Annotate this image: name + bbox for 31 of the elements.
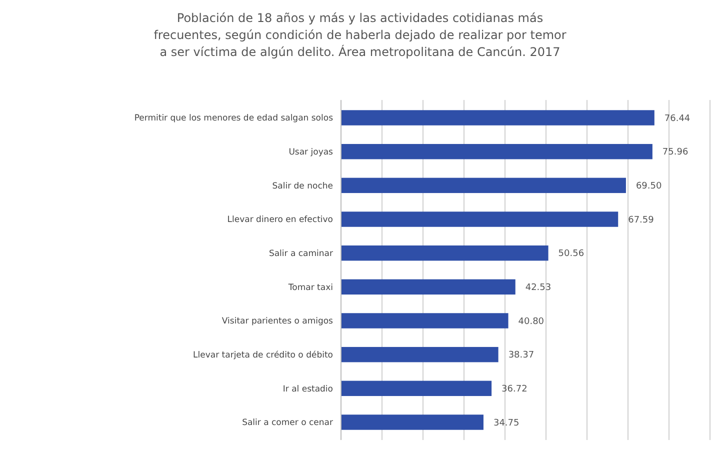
bar (341, 178, 626, 194)
data-label: 50.56 (558, 249, 584, 260)
bar (341, 313, 508, 328)
data-label: 69.50 (636, 182, 662, 192)
y-tick-label: Salir de noche (272, 181, 333, 192)
data-label: 67.59 (628, 215, 654, 226)
data-label: 38.37 (508, 350, 534, 361)
y-tick-label: Usar joyas (288, 148, 334, 158)
data-label: 40.80 (518, 316, 544, 327)
y-tick-label: Salir a caminar (268, 249, 334, 260)
bar (341, 346, 498, 362)
y-tick-label: Tomar taxi (287, 282, 333, 293)
data-label: 76.44 (664, 114, 690, 124)
bar (341, 110, 654, 126)
y-tick-label: Salir a comer o cenar (242, 418, 334, 428)
bar (341, 380, 492, 396)
data-label: 36.72 (502, 384, 528, 395)
bar (341, 212, 618, 227)
y-tick-label: Llevar dinero en efectivo (227, 215, 333, 226)
bar (341, 279, 516, 295)
y-tick-label: Llevar tarjeta de crédito o débito (193, 350, 333, 361)
bar (341, 245, 548, 261)
data-label: 42.53 (525, 283, 552, 294)
chart-title: Población de 18 años y más y las actividades cotidianas más frecuentes, según condición de haberla dejado de realizar por temor a ser víctima de algún delito. Área metropolitana de Cancún. 2017 (154, 11, 566, 59)
data-label: 75.96 (662, 148, 688, 158)
y-tick-label: Ir al estadio (282, 384, 333, 394)
y-tick-label: Visitar parientes o amigos (222, 316, 334, 327)
data-label: 34.75 (493, 418, 520, 428)
bar (341, 144, 652, 160)
bar (341, 414, 484, 430)
y-tick-label: Permitir que los menores de edad salgan solos (134, 114, 334, 124)
